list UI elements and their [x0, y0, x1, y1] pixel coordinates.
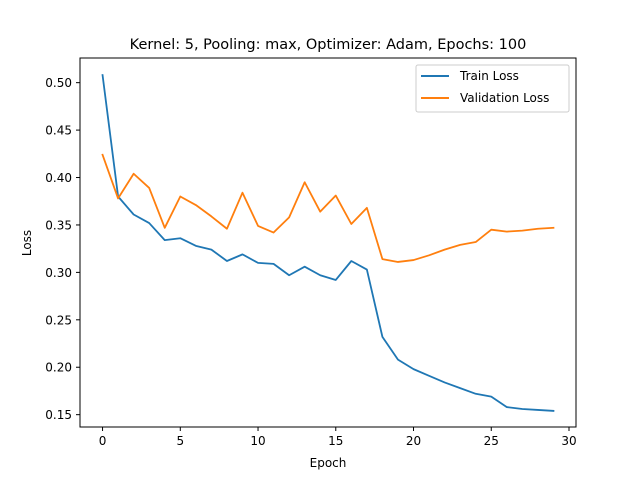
x-axis-label: Epoch: [310, 456, 347, 470]
y-tick-label: 0.50: [45, 76, 72, 90]
y-axis-label: Loss: [20, 230, 34, 256]
x-tick-label: 5: [176, 434, 184, 448]
x-tick-label: 10: [250, 434, 265, 448]
series-line-train-loss: [101, 74, 555, 412]
y-tick-label: 0.15: [45, 408, 72, 422]
series-layer: [101, 74, 555, 412]
y-tick-label: 0.35: [45, 218, 72, 232]
y-tick-label: 0.30: [45, 266, 72, 280]
legend: Train Loss Validation Loss: [415, 64, 570, 113]
legend-label-train-loss: Train Loss: [459, 69, 519, 83]
x-tick-label: 0: [99, 434, 107, 448]
x-tick-label: 30: [561, 434, 576, 448]
legend-label-validation-loss: Validation Loss: [460, 91, 549, 105]
y-tick-label: 0.40: [45, 171, 72, 185]
x-axis: 0 5 10 15 20 25 30: [99, 427, 577, 448]
x-tick-label: 20: [406, 434, 421, 448]
legend-frame: [415, 64, 570, 113]
y-axis: 0.15 0.20 0.25 0.30 0.35 0.40 0.45 0.50: [45, 76, 80, 422]
series-line-validation-loss: [101, 153, 555, 263]
y-tick-label: 0.20: [45, 361, 72, 375]
x-tick-label: 15: [328, 434, 343, 448]
axes-frame: [79, 57, 577, 428]
y-tick-label: 0.45: [45, 124, 72, 138]
x-tick-label: 25: [484, 434, 499, 448]
y-tick-label: 0.25: [45, 313, 72, 327]
chart-title: Kernel: 5, Pooling: max, Optimizer: Adam…: [130, 37, 527, 53]
